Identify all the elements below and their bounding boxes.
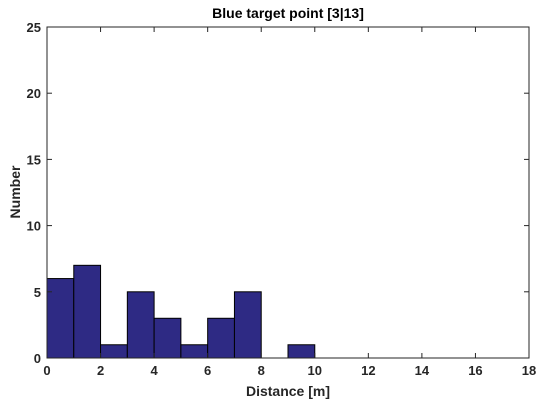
y-tick-label: 15	[27, 152, 41, 167]
x-tick-label: 14	[415, 363, 430, 378]
x-tick-label: 18	[522, 363, 536, 378]
y-tick-label: 5	[34, 285, 41, 300]
x-tick-label: 8	[258, 363, 265, 378]
histogram-bar-3	[126, 291, 155, 359]
y-tick-label: 10	[27, 219, 41, 234]
x-tick-label: 4	[150, 363, 158, 378]
x-tick-label: 10	[308, 363, 322, 378]
x-tick-label: 0	[43, 363, 50, 378]
histogram-bar-0	[46, 278, 75, 359]
histogram-bar-4	[153, 317, 182, 359]
y-tick-label: 25	[27, 20, 41, 35]
histogram-bar-7	[233, 291, 262, 359]
y-tick-label: 0	[34, 351, 41, 366]
y-ticks-group: 0 5 10 15 20 25	[27, 20, 529, 366]
histogram-bar-5	[180, 344, 209, 359]
x-tick-label: 2	[97, 363, 104, 378]
axes-box	[46, 26, 530, 359]
x-tick-label: 16	[468, 363, 482, 378]
y-axis-label: Number	[7, 165, 23, 218]
histogram-bar-6	[207, 317, 235, 359]
histogram-bar-1	[73, 264, 102, 359]
histogram-bar-9	[287, 344, 316, 359]
bars-group	[46, 264, 316, 359]
chart-title: Blue target point [3|13]	[212, 5, 364, 21]
x-tick-label: 6	[204, 363, 211, 378]
histogram-bar-2	[100, 344, 128, 359]
x-ticks-group: 0 2 4 6 8 10 12 14 16 18	[43, 27, 536, 378]
plot-area	[47, 27, 529, 358]
x-axis-label: Distance [m]	[246, 383, 330, 399]
x-tick-label: 12	[361, 363, 375, 378]
y-tick-label: 20	[27, 86, 41, 101]
